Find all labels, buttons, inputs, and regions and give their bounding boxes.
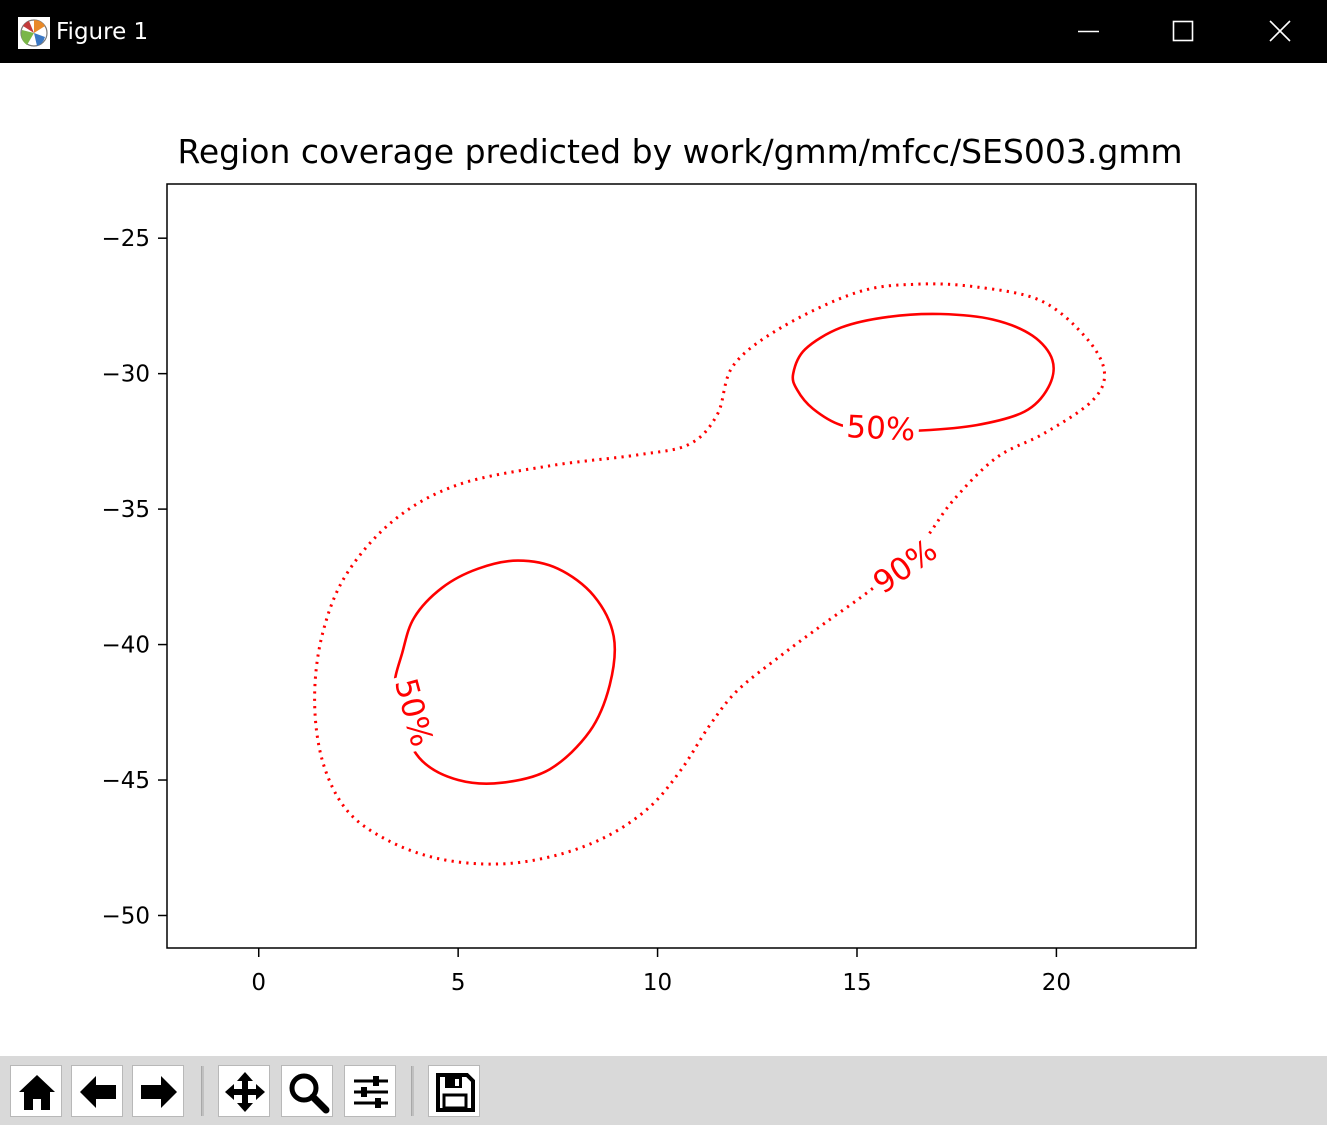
zoom-button[interactable] xyxy=(281,1065,333,1117)
y-tick-label: −30 xyxy=(101,362,150,388)
home-button[interactable] xyxy=(10,1065,62,1117)
chart-svg: Region coverage predicted by work/gmm/mf… xyxy=(101,132,1197,996)
contour-label-group: 50% xyxy=(842,407,920,449)
configure-subplots-button[interactable] xyxy=(344,1065,396,1117)
x-tick-label: 20 xyxy=(1042,970,1071,996)
contour-50-line xyxy=(791,312,1055,433)
home-icon xyxy=(19,1075,55,1110)
figure-canvas[interactable]: Region coverage predicted by work/gmm/mf… xyxy=(0,63,1327,1056)
x-tick-label: 0 xyxy=(251,970,266,996)
contour-50-line xyxy=(392,559,617,785)
y-tick-label: −45 xyxy=(101,768,150,794)
contour-label: 50% xyxy=(845,409,916,449)
toolbar-separator xyxy=(411,1066,414,1116)
plot-area xyxy=(166,183,1197,949)
toolbar-separator xyxy=(201,1066,204,1116)
close-icon xyxy=(1269,20,1291,42)
y-tick-label: −35 xyxy=(101,497,150,523)
sliders-icon xyxy=(354,1076,388,1108)
save-button[interactable] xyxy=(428,1065,480,1117)
contour-90-line xyxy=(313,282,1107,866)
x-tick-label: 10 xyxy=(643,970,672,996)
pan-button[interactable] xyxy=(218,1065,270,1117)
navigation-toolbar xyxy=(0,1056,1327,1125)
arrow-right-icon xyxy=(141,1076,177,1108)
y-tick-label: −25 xyxy=(101,226,150,252)
chart-title: Region coverage predicted by work/gmm/mf… xyxy=(177,132,1182,171)
y-tick-label: −50 xyxy=(101,903,150,929)
maximize-button[interactable] xyxy=(1136,0,1232,63)
contour-label-background xyxy=(863,529,947,603)
forward-button[interactable] xyxy=(132,1065,184,1117)
floppy-disk-icon xyxy=(436,1073,475,1112)
move-icon xyxy=(225,1072,265,1112)
x-tick-label: 15 xyxy=(842,970,871,996)
minimize-icon xyxy=(1078,30,1099,33)
arrow-left-icon xyxy=(80,1076,116,1108)
maximize-icon xyxy=(1172,20,1194,42)
matplotlib-icon xyxy=(18,17,50,49)
window-title: Figure 1 xyxy=(56,19,149,45)
title-bar: Figure 1 xyxy=(0,0,1327,63)
x-tick-label: 5 xyxy=(451,970,466,996)
contour-label-background xyxy=(387,670,442,754)
y-tick-label: −40 xyxy=(101,633,150,659)
zoom-icon xyxy=(289,1073,330,1114)
contour-label-background xyxy=(842,407,920,448)
back-button[interactable] xyxy=(71,1065,123,1117)
x-axis: 0 5 10 15 20 xyxy=(251,948,1071,996)
close-button[interactable] xyxy=(1232,0,1327,63)
y-axis: −25 −30 −35 −40 −45 −50 xyxy=(101,226,167,929)
minimize-button[interactable] xyxy=(1040,0,1136,63)
